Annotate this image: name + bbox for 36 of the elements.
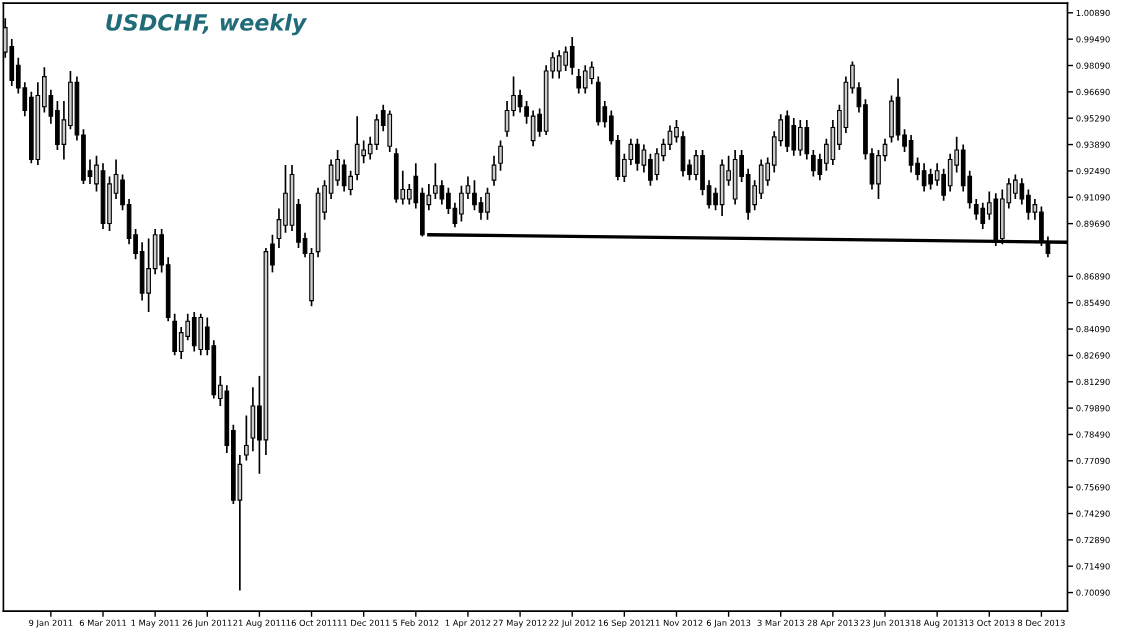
candlestick	[393, 147, 399, 204]
candlestick	[576, 68, 582, 95]
candlestick	[1019, 177, 1025, 206]
candlestick	[478, 196, 484, 221]
candlestick	[654, 147, 660, 181]
candlestick	[472, 179, 477, 212]
candlestick	[817, 152, 823, 181]
candlestick	[250, 386, 256, 453]
candlestick	[146, 237, 151, 313]
candlestick	[784, 109, 790, 153]
candlestick	[191, 311, 197, 353]
candlestick	[563, 45, 569, 72]
candlestick	[341, 158, 347, 193]
candlestick	[530, 109, 536, 148]
candlestick	[635, 137, 640, 172]
candlestick	[491, 154, 497, 187]
candlestick	[582, 64, 588, 95]
candlestick	[791, 117, 797, 157]
candlestick	[569, 36, 575, 76]
candlestick	[928, 168, 933, 191]
candlestick	[641, 143, 647, 174]
candlestick	[459, 184, 464, 223]
candlestick	[648, 152, 653, 187]
candlestick	[908, 134, 914, 174]
candlestick	[1012, 173, 1018, 200]
candlestick	[797, 119, 803, 157]
candlestick	[719, 158, 725, 217]
candlestick	[485, 186, 490, 221]
candlestick	[198, 312, 204, 357]
chart-title: USDCHF, weekly	[106, 13, 308, 36]
candlestick	[387, 109, 393, 153]
candlestick	[732, 149, 738, 206]
candlestick	[406, 183, 412, 206]
candlestick	[556, 49, 562, 80]
candlestick	[374, 113, 380, 151]
candlestick	[921, 162, 927, 193]
